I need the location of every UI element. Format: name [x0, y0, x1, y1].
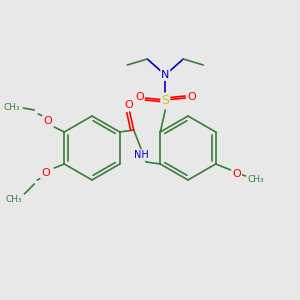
Text: CH₃: CH₃: [248, 176, 264, 184]
Text: O: O: [43, 116, 52, 126]
Text: CH₃: CH₃: [6, 196, 22, 205]
Text: N: N: [161, 70, 170, 80]
Text: CH₃: CH₃: [4, 103, 21, 112]
Text: S: S: [161, 94, 169, 106]
Text: O: O: [232, 169, 241, 179]
Text: O: O: [135, 92, 144, 102]
Text: O: O: [187, 92, 196, 102]
Text: O: O: [124, 100, 133, 110]
Text: NH: NH: [134, 150, 148, 160]
Text: O: O: [41, 168, 50, 178]
